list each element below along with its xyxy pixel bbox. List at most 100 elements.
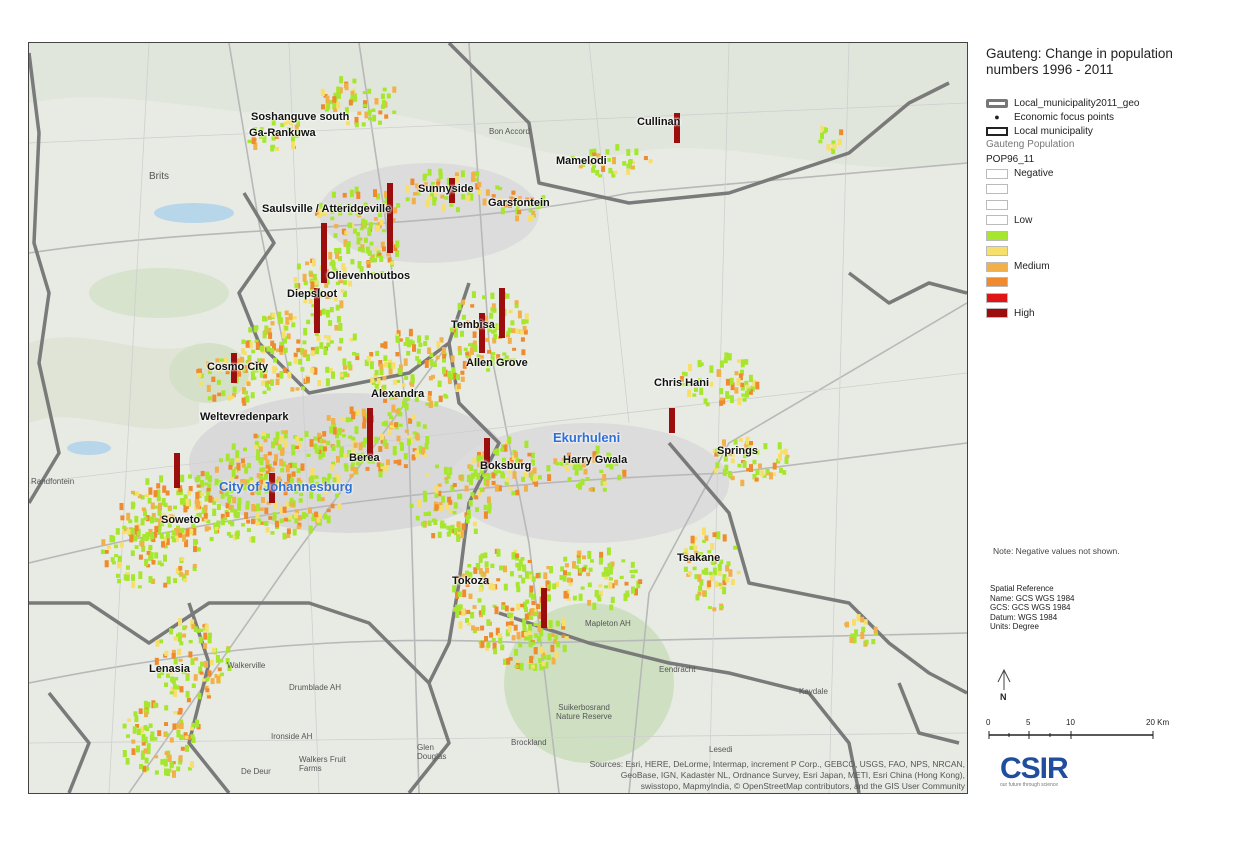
population-cell (148, 544, 153, 551)
population-cell (286, 528, 291, 535)
population-cell (734, 387, 739, 394)
population-cell (388, 430, 393, 435)
population-cell (602, 487, 607, 492)
population-cell (529, 656, 534, 663)
population-cell (437, 380, 442, 387)
population-cell (375, 225, 380, 232)
population-cell (214, 527, 218, 534)
population-cell (189, 528, 194, 535)
population-cell (314, 475, 319, 479)
population-cell (369, 361, 374, 370)
population-cell (606, 547, 611, 556)
population-cell (358, 442, 363, 451)
population-cell (314, 212, 319, 216)
population-cell (144, 709, 148, 718)
population-cell (292, 528, 297, 536)
population-cell (334, 248, 339, 255)
population-cell (317, 449, 322, 455)
population-cell (710, 543, 715, 550)
population-cell (313, 436, 318, 441)
population-cell (427, 520, 432, 526)
population-cell (508, 613, 513, 618)
population-cell (216, 520, 221, 529)
population-cell (692, 566, 697, 571)
population-cell (253, 433, 258, 439)
population-cell (377, 221, 382, 229)
population-cell (631, 160, 636, 164)
population-cell (469, 347, 474, 355)
population-cell (477, 598, 482, 603)
population-cell (166, 769, 171, 777)
population-cell (332, 101, 337, 110)
population-cell (147, 497, 152, 504)
map-view[interactable]: Soshanguve south Ga-Rankuwa Cullinan Mam… (28, 42, 968, 794)
population-cell (150, 516, 154, 524)
population-cell (114, 544, 118, 549)
population-cell (730, 382, 735, 391)
population-cell (165, 531, 170, 539)
population-cell (270, 467, 275, 473)
population-cell (310, 313, 315, 317)
population-cell (317, 214, 321, 218)
population-cell (374, 369, 379, 376)
population-cell (516, 603, 521, 611)
population-cell (288, 463, 293, 469)
population-cell (170, 676, 175, 683)
population-cell (362, 91, 367, 95)
population-cell (166, 576, 171, 585)
population-cell (455, 207, 460, 213)
population-cell (592, 602, 597, 610)
population-cell (482, 295, 486, 300)
population-cell (633, 569, 638, 574)
population-cell (339, 373, 344, 377)
population-cell (230, 458, 235, 465)
population-cell (465, 515, 470, 524)
population-cell (296, 347, 301, 353)
population-cell (335, 493, 339, 498)
population-cell (470, 612, 475, 619)
population-cell (395, 240, 400, 248)
population-cell (357, 261, 362, 269)
population-cell (583, 468, 588, 475)
population-cell (293, 512, 298, 519)
population-cell (246, 519, 251, 524)
population-cell (293, 352, 298, 358)
population-cell (250, 368, 255, 374)
population-cell (212, 647, 216, 653)
population-cell (347, 361, 352, 369)
population-cell (336, 101, 341, 109)
population-cell (263, 473, 268, 480)
population-cell (220, 513, 225, 520)
population-cell (607, 453, 612, 461)
population-cell (503, 200, 508, 208)
population-cell (531, 600, 536, 605)
population-cell (308, 486, 312, 490)
population-cell (704, 567, 709, 575)
population-cell (564, 563, 569, 568)
population-cell (444, 195, 449, 200)
population-cell (486, 496, 491, 504)
population-cell (434, 190, 439, 197)
population-cell (446, 531, 451, 537)
basemap-label-lesedi: Lesedi (709, 745, 733, 754)
population-cell (387, 257, 392, 263)
population-cell (541, 661, 546, 667)
population-cell (337, 503, 342, 510)
population-cell (396, 391, 401, 399)
population-cell (272, 512, 277, 519)
population-cell (574, 565, 579, 569)
population-cell (434, 504, 439, 511)
population-cell (194, 515, 199, 520)
population-cell (714, 581, 719, 588)
population-cell (285, 464, 290, 473)
population-cell (251, 518, 255, 525)
population-cell (505, 621, 510, 627)
population-cell (195, 498, 200, 507)
population-cell (435, 355, 440, 360)
population-cell (460, 170, 465, 178)
population-cell (316, 494, 321, 502)
population-cell (342, 280, 347, 285)
population-cell (256, 503, 261, 512)
population-cell (198, 368, 202, 376)
population-cell (141, 545, 146, 552)
